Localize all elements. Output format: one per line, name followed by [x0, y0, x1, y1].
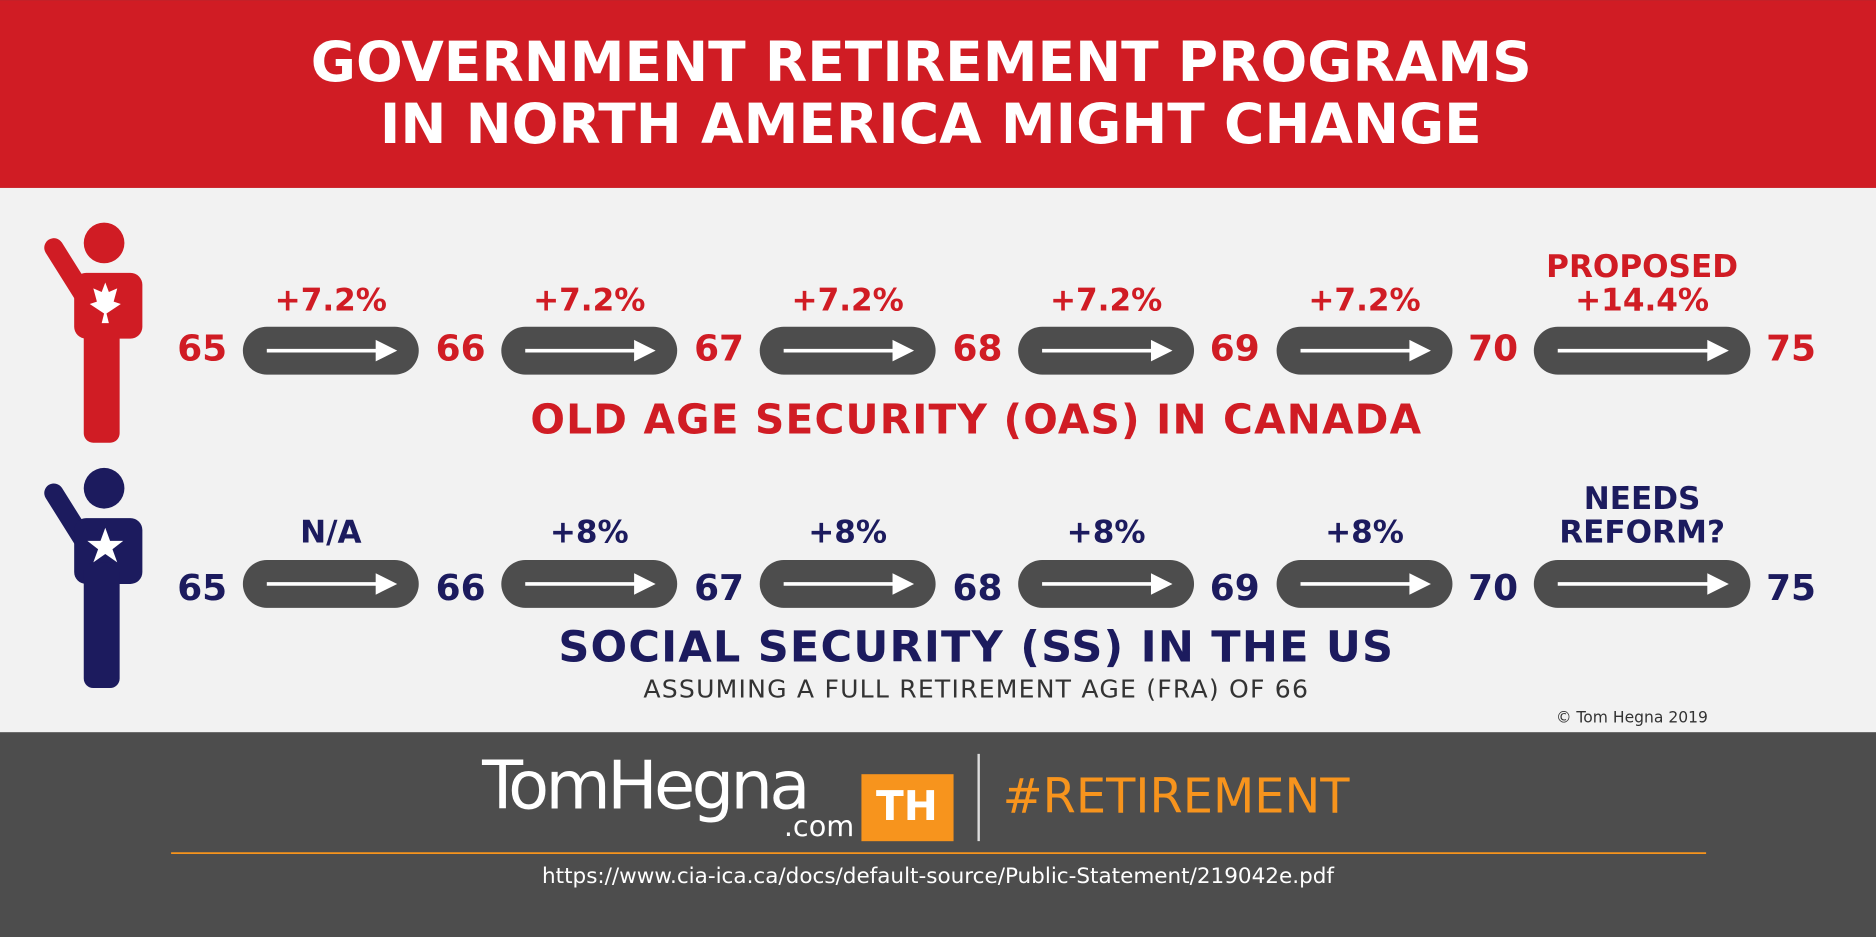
url: https://www.cia-ica.ca/docs/default-sour…	[542, 864, 1334, 889]
arrow-head	[1707, 573, 1729, 595]
body-band	[0, 187, 1876, 733]
header-band	[0, 0, 1876, 188]
program-label: OLD AGE SECURITY (OAS) IN CANADA	[530, 395, 1422, 443]
age: 67	[694, 568, 744, 609]
arrow-head	[634, 339, 656, 362]
change-label: +8%	[550, 515, 629, 551]
age: 69	[1210, 568, 1260, 609]
title: IN NORTH AMERICA MIGHT CHANGE	[380, 92, 1482, 156]
change-label: +7.2%	[792, 283, 904, 319]
copyright: © Tom Hegna 2019	[1556, 708, 1708, 726]
us-person-icon	[44, 467, 143, 689]
change-label: +8%	[808, 515, 887, 551]
change-label: PROPOSED	[1546, 249, 1738, 285]
arrow-head	[1150, 573, 1173, 595]
change-label: +7.2%	[1308, 283, 1420, 319]
hashtag: #RETIREMENT	[1003, 769, 1351, 824]
age: 68	[953, 329, 1003, 370]
arrow-head	[375, 573, 398, 595]
age: 70	[1468, 568, 1518, 609]
arrow-head	[892, 339, 915, 362]
change-label: +7.2%	[1050, 283, 1162, 319]
logo-box	[861, 774, 954, 842]
arrow-head	[375, 339, 398, 362]
arrow-head	[1409, 573, 1431, 595]
arrow-head	[634, 573, 656, 595]
canada-person-icon	[44, 222, 143, 443]
arrow-head	[1409, 339, 1431, 362]
age: 70	[1468, 329, 1518, 370]
arrow-head	[892, 573, 915, 595]
change-label: +7.2%	[533, 283, 645, 319]
note: ASSUMING A FULL RETIREMENT AGE (FRA) OF …	[643, 674, 1309, 703]
change-label: +7.2%	[275, 283, 387, 319]
age: 75	[1766, 568, 1816, 609]
change-label: +8%	[1067, 515, 1146, 551]
change-label: +8%	[1325, 515, 1404, 551]
age: 65	[177, 329, 227, 370]
title: GOVERNMENT RETIREMENT PROGRAMS	[311, 30, 1532, 94]
age: 69	[1210, 329, 1260, 370]
arrow-head	[1707, 339, 1729, 362]
age: 66	[436, 568, 486, 609]
program-label: SOCIAL SECURITY (SS) IN THE US	[558, 622, 1394, 672]
change-label: +14.4%	[1575, 283, 1709, 319]
change-label: N/A	[300, 515, 361, 551]
brand-suffix: .com	[784, 809, 854, 843]
brand: TomHegna	[481, 746, 807, 824]
change-label: NEEDS	[1584, 481, 1701, 517]
age: 75	[1766, 329, 1816, 370]
age: 67	[694, 329, 744, 370]
age: 66	[436, 329, 486, 370]
age: 68	[953, 568, 1003, 609]
change-label: REFORM?	[1559, 515, 1725, 551]
age: 65	[177, 568, 227, 609]
arrow-head	[1150, 339, 1173, 362]
logo: TH	[876, 782, 938, 830]
